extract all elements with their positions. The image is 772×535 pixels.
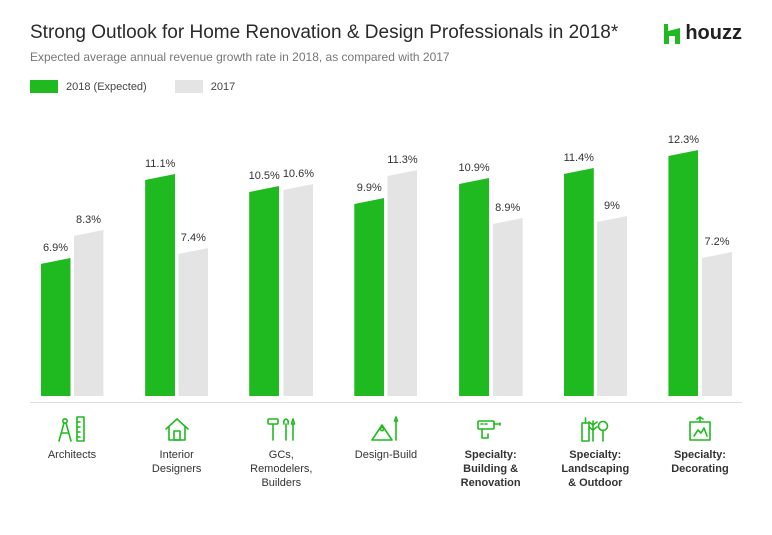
bar	[564, 168, 594, 396]
bar-wrap: 11.4%	[564, 152, 594, 396]
category: Specialty:Building &Renovation	[449, 413, 533, 490]
bar	[249, 186, 279, 396]
chart-subtitle: Expected average annual revenue growth r…	[30, 50, 663, 64]
bar-value-label: 11.4%	[564, 152, 594, 164]
legend-label: 2017	[211, 81, 235, 93]
bar	[354, 198, 384, 396]
bar-value-label: 12.3%	[668, 134, 699, 146]
category-label: Specialty:Building &Renovation	[449, 449, 533, 490]
brand-logo: houzz	[663, 22, 742, 45]
houzz-h-icon	[663, 24, 681, 44]
bar-value-label: 8.3%	[76, 214, 101, 226]
bar-value-label: 10.9%	[459, 162, 490, 174]
tools-icon	[264, 415, 298, 443]
category-label: Architects	[30, 449, 114, 463]
bar-group: 6.9% 8.3%	[30, 214, 114, 396]
category-label: Specialty:Decorating	[658, 449, 742, 477]
bar	[283, 184, 313, 396]
legend: 2018 (Expected) 2017	[30, 80, 742, 93]
header: Strong Outlook for Home Renovation & Des…	[30, 22, 742, 64]
legend-swatch	[175, 80, 203, 93]
landscape-icon	[578, 415, 612, 443]
bar	[702, 252, 732, 396]
bar-wrap: 10.6%	[283, 168, 314, 396]
bar	[145, 174, 175, 396]
bar-value-label: 9.9%	[357, 182, 382, 194]
bar	[493, 218, 523, 396]
bar-group: 10.9% 8.9%	[449, 162, 533, 396]
category-label: InteriorDesigners	[135, 449, 219, 477]
design-build-icon	[369, 415, 403, 443]
category: Specialty:Landscaping& Outdoor	[553, 413, 637, 490]
bar	[668, 150, 698, 396]
category: GCs,Remodelers,Builders	[239, 413, 323, 490]
bar-wrap: 7.4%	[178, 232, 208, 396]
bar-wrap: 11.1%	[145, 158, 175, 396]
bar	[178, 248, 208, 396]
bar-wrap: 12.3%	[668, 134, 699, 396]
category: Specialty:Decorating	[658, 413, 742, 490]
bar-wrap: 10.9%	[459, 162, 490, 396]
bar-value-label: 8.9%	[495, 202, 520, 214]
category-label: Specialty:Landscaping& Outdoor	[553, 449, 637, 490]
house-icon	[162, 415, 192, 443]
bar-wrap: 9.9%	[354, 182, 384, 396]
bar-value-label: 10.5%	[249, 170, 280, 182]
bar	[459, 178, 489, 396]
category-label: Design-Build	[344, 449, 428, 463]
bar	[74, 230, 104, 396]
bar-value-label: 7.4%	[181, 232, 206, 244]
bar-group: 10.5% 10.6%	[239, 168, 323, 396]
legend-item: 2018 (Expected)	[30, 80, 147, 93]
title-block: Strong Outlook for Home Renovation & Des…	[30, 22, 663, 64]
bar-value-label: 7.2%	[704, 236, 729, 248]
bar-group: 11.4% 9%	[553, 152, 637, 396]
brand-name: houzz	[685, 22, 742, 45]
bar-value-label: 9%	[604, 200, 620, 212]
bar-value-label: 11.1%	[145, 158, 175, 170]
bar-group: 12.3% 7.2%	[658, 134, 742, 396]
category-label: GCs,Remodelers,Builders	[239, 449, 323, 490]
bar-wrap: 8.9%	[493, 202, 523, 396]
bar-wrap: 9%	[597, 200, 627, 396]
category: Architects	[30, 413, 114, 490]
drill-icon	[474, 415, 508, 443]
bar-wrap: 6.9%	[41, 242, 71, 396]
bar-wrap: 8.3%	[74, 214, 104, 396]
bar-chart: 6.9% 8.3% 11.1% 7.4% 10.5% 10.6% 9.9% 11…	[30, 103, 742, 403]
bar-wrap: 11.3%	[387, 154, 417, 396]
legend-swatch	[30, 80, 58, 93]
legend-label: 2018 (Expected)	[66, 81, 147, 93]
category: InteriorDesigners	[135, 413, 219, 490]
bar-value-label: 10.6%	[283, 168, 314, 180]
category-axis: Architects InteriorDesigners GCs,Remodel…	[30, 413, 742, 490]
chart-title: Strong Outlook for Home Renovation & Des…	[30, 22, 663, 44]
bar-value-label: 6.9%	[43, 242, 68, 254]
bar-wrap: 10.5%	[249, 170, 280, 396]
bar	[597, 216, 627, 396]
bar-group: 9.9% 11.3%	[344, 154, 428, 396]
legend-item: 2017	[175, 80, 235, 93]
bar-group: 11.1% 7.4%	[135, 158, 219, 396]
bar	[41, 258, 71, 396]
bar-value-label: 11.3%	[387, 154, 417, 166]
bar-wrap: 7.2%	[702, 236, 732, 396]
category: Design-Build	[344, 413, 428, 490]
bar	[387, 170, 417, 396]
compass-ruler-icon	[55, 415, 89, 443]
frame-icon	[685, 415, 715, 443]
